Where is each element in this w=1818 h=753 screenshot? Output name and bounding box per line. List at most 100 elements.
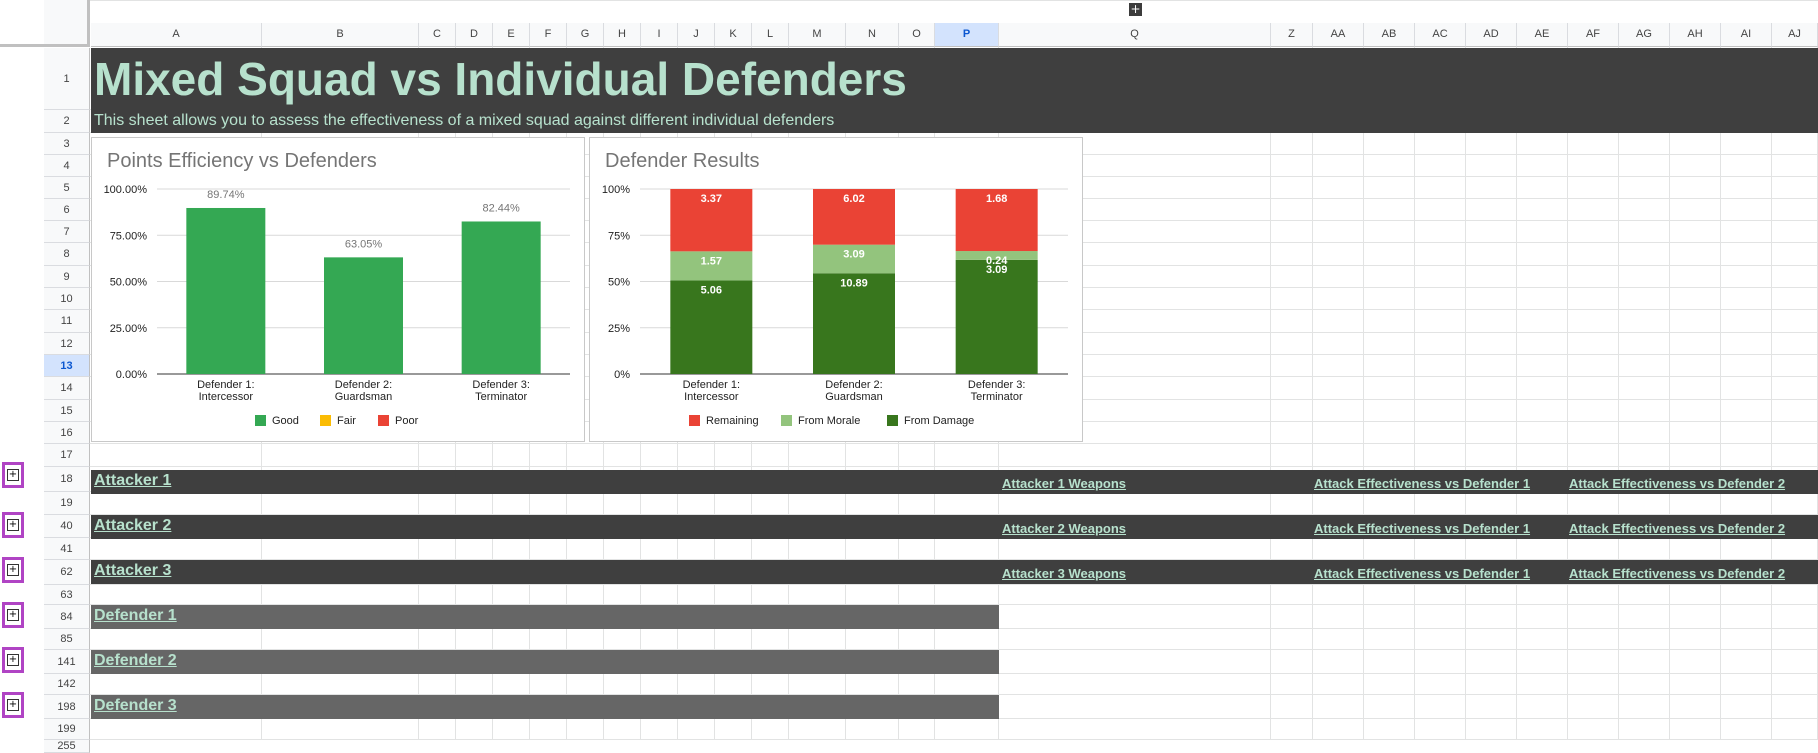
row-header[interactable]: 14	[44, 377, 90, 400]
attacker-3-weapons-link[interactable]: Attacker 3 Weapons	[1002, 566, 1127, 581]
column-header[interactable]: Z	[1271, 23, 1313, 47]
attacker-1-link[interactable]: Attacker 1	[94, 472, 172, 489]
stacked-bar-segment	[670, 189, 753, 252]
defender-results-chart[interactable]: Defender Results 0% 25% 50% 75% 100% 5.06 1.57…	[589, 137, 1083, 442]
row-header[interactable]: 18	[44, 467, 90, 492]
attacker-2-weapons-link[interactable]: Attacker 2 Weapons	[1002, 521, 1127, 536]
defender-1-section-bar	[91, 605, 999, 629]
grid-column-line	[1414, 47, 1415, 740]
column-header[interactable]: AE	[1517, 23, 1568, 47]
column-header[interactable]: AJ	[1772, 23, 1818, 47]
column-header[interactable]: AI	[1721, 23, 1772, 47]
row-header[interactable]: 84	[44, 605, 90, 629]
y-tick-label: 0%	[614, 369, 630, 381]
row-header[interactable]: 8	[44, 243, 90, 266]
defender-1-link[interactable]: Defender 1	[94, 607, 177, 624]
attacker-3-effectiveness-defender-2-link[interactable]: Attack Effectiveness vs Defender 2	[1569, 566, 1786, 581]
y-tick-label: 25.00%	[110, 323, 148, 335]
row-header[interactable]: 7	[44, 221, 90, 243]
row-header[interactable]: 141	[44, 650, 90, 674]
row-header[interactable]: 142	[44, 674, 90, 695]
select-all-corner[interactable]	[44, 0, 90, 47]
grid-column-line	[1312, 47, 1313, 740]
data-label: 63.05%	[345, 238, 383, 250]
defender-3-link[interactable]: Defender 3	[94, 697, 177, 714]
attacker-2-link[interactable]: Attacker 2	[94, 517, 172, 534]
row-header[interactable]: 3	[44, 133, 90, 155]
column-header[interactable]: AF	[1568, 23, 1619, 47]
row-header[interactable]: 10	[44, 288, 90, 310]
plus-icon: +	[7, 469, 19, 481]
row-header[interactable]: 13	[44, 355, 90, 377]
column-header[interactable]: F	[530, 23, 567, 47]
attacker-2-effectiveness-defender-2-link[interactable]: Attack Effectiveness vs Defender 2	[1569, 521, 1786, 536]
row-header[interactable]: 19	[44, 492, 90, 515]
row-header[interactable]: 16	[44, 422, 90, 444]
data-label: 5.06	[701, 284, 722, 296]
column-header[interactable]: O	[899, 23, 935, 47]
row-header[interactable]: 6	[44, 199, 90, 221]
sheet-subtitle[interactable]: This sheet allows you to assess the effe…	[94, 112, 835, 129]
stacked-bar-segment	[813, 244, 895, 274]
row-header[interactable]: 255	[44, 740, 90, 753]
expand-group-attacker-2[interactable]: +	[2, 512, 24, 538]
plus-icon: +	[7, 609, 19, 621]
column-header[interactable]: G	[567, 23, 604, 47]
column-header[interactable]: B	[262, 23, 419, 47]
row-header[interactable]: 41	[44, 538, 90, 560]
row-header[interactable]: 12	[44, 333, 90, 355]
column-header[interactable]: E	[493, 23, 530, 47]
column-header[interactable]: AH	[1670, 23, 1721, 47]
attacker-3-link[interactable]: Attacker 3	[94, 562, 172, 579]
column-header[interactable]: M	[789, 23, 846, 47]
row-header[interactable]: 4	[44, 155, 90, 177]
row-header[interactable]: 198	[44, 695, 90, 719]
row-header[interactable]: 5	[44, 177, 90, 199]
plus-icon[interactable]: +	[1129, 2, 1142, 16]
expand-group-defender-2[interactable]: +	[2, 647, 24, 673]
expand-group-attacker-1[interactable]: +	[2, 462, 24, 488]
column-header[interactable]: J	[678, 23, 715, 47]
attacker-1-weapons-link[interactable]: Attacker 1 Weapons	[1002, 476, 1127, 491]
column-header[interactable]: A	[91, 23, 262, 47]
row-header[interactable]: 15	[44, 400, 90, 422]
x-tick-label: Defender 1:	[197, 379, 254, 391]
column-header[interactable]: I	[641, 23, 678, 47]
row-header[interactable]: 1	[44, 48, 90, 110]
row-header[interactable]: 11	[44, 310, 90, 333]
row-header[interactable]: 2	[44, 110, 90, 133]
attacker-3-effectiveness-defender-1-link[interactable]: Attack Effectiveness vs Defender 1	[1314, 566, 1531, 581]
attacker-2-effectiveness-defender-1-link[interactable]: Attack Effectiveness vs Defender 1	[1314, 521, 1531, 536]
column-header[interactable]: AG	[1619, 23, 1670, 47]
row-header[interactable]: 199	[44, 719, 90, 740]
column-header[interactable]: K	[715, 23, 752, 47]
y-tick-label: 50%	[608, 277, 630, 289]
column-header[interactable]: N	[846, 23, 899, 47]
row-header[interactable]: 17	[44, 444, 90, 467]
row-header[interactable]: 62	[44, 560, 90, 585]
row-header[interactable]: 9	[44, 266, 90, 288]
expand-group-defender-1[interactable]: +	[2, 602, 24, 628]
column-header[interactable]: D	[456, 23, 493, 47]
sheet-title[interactable]: Mixed Squad vs Individual Defenders	[94, 53, 907, 105]
x-tick-label: Defender 3:	[968, 379, 1025, 391]
column-header[interactable]: AB	[1364, 23, 1415, 47]
defender-2-link[interactable]: Defender 2	[94, 652, 177, 669]
column-header[interactable]: P	[935, 23, 999, 47]
row-header[interactable]: 63	[44, 585, 90, 605]
column-header[interactable]: AD	[1466, 23, 1517, 47]
expand-group-attacker-3[interactable]: +	[2, 557, 24, 583]
attacker-1-effectiveness-defender-1-link[interactable]: Attack Effectiveness vs Defender 1	[1314, 476, 1531, 491]
row-header[interactable]: 85	[44, 629, 90, 650]
column-header[interactable]: L	[752, 23, 789, 47]
column-header[interactable]: AA	[1313, 23, 1364, 47]
points-efficiency-chart[interactable]: Points Efficiency vs Defenders 0.00% 25.0…	[91, 137, 585, 442]
column-header[interactable]: H	[604, 23, 641, 47]
row-header[interactable]: 40	[44, 515, 90, 538]
column-header[interactable]: AC	[1415, 23, 1466, 47]
attacker-1-effectiveness-defender-2-link[interactable]: Attack Effectiveness vs Defender 2	[1569, 476, 1786, 491]
expand-group-defender-3[interactable]: +	[2, 692, 24, 718]
grid-column-line	[1270, 47, 1271, 740]
column-header[interactable]: Q	[999, 23, 1271, 47]
column-header[interactable]: C	[419, 23, 456, 47]
